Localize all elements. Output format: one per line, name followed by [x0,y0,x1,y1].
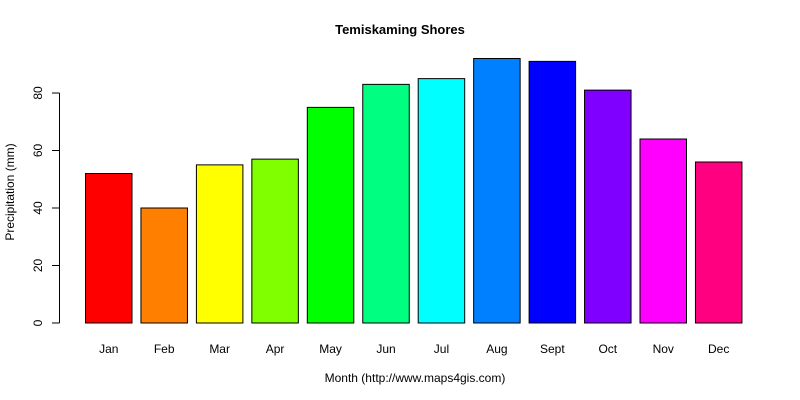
x-tick-label: Sept [540,342,565,356]
x-tick-label: Nov [653,342,674,356]
bar-mar [195,164,244,324]
y-tick-label: 0 [31,319,45,326]
x-tick-label: Oct [598,342,617,356]
y-tick-label: 40 [31,201,45,215]
bar-jan [85,173,133,324]
bar-feb [140,207,188,324]
bar-may [306,106,355,324]
bar-apr [251,158,299,324]
bar-sept [528,60,577,324]
x-tick-label: Feb [154,342,175,356]
bar-oct [584,89,632,324]
x-tick-label: Mar [209,342,230,356]
bar-nov [639,138,687,324]
bar-jun [362,83,410,324]
y-tick-label: 20 [31,259,45,273]
x-axis-label: Month (http://www.maps4gis.com) [324,371,506,385]
y-tick-label: 80 [31,86,45,100]
y-tick-label: 60 [31,144,45,158]
chart-title: Temiskaming Shores [335,22,465,37]
bar-aug [473,58,521,324]
x-tick-label: Jul [434,342,449,356]
bar-jul [417,78,466,324]
x-tick-label: Apr [266,342,285,356]
x-tick-label: Dec [708,342,729,356]
x-tick-label: May [319,342,342,356]
x-tick-label: Jun [376,342,395,356]
x-tick-label: Aug [486,342,507,356]
bar-dec [694,161,743,324]
x-tick-label: Jan [99,342,118,356]
